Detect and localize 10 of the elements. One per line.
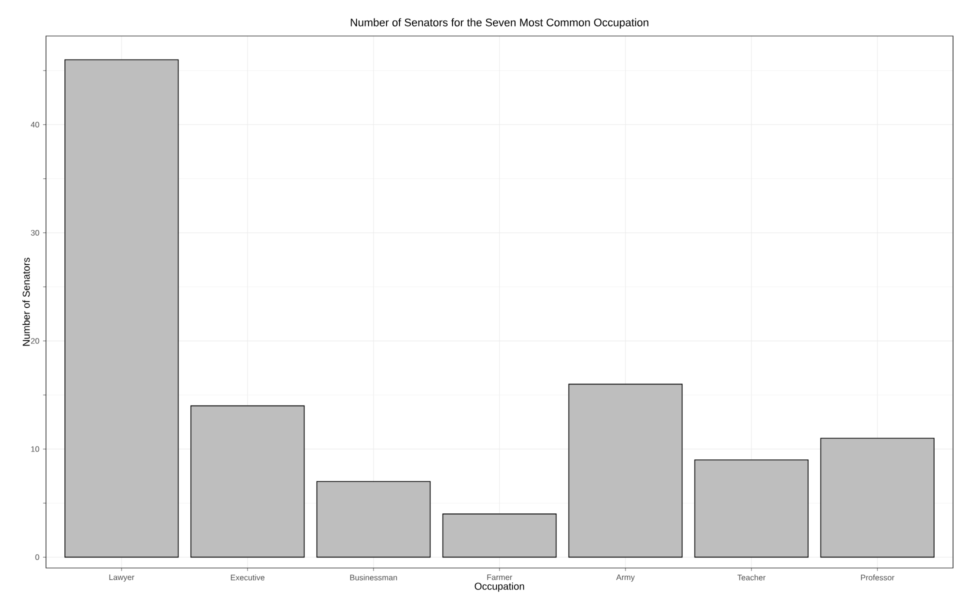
chart-title: Number of Senators for the Seven Most Common Occupation xyxy=(350,18,648,28)
bar xyxy=(316,481,431,558)
bar xyxy=(190,405,305,558)
y-axis-title: Number of Senators xyxy=(22,258,30,346)
bar xyxy=(442,514,557,558)
bar xyxy=(820,438,935,558)
bar xyxy=(64,59,179,558)
bar xyxy=(694,459,809,558)
x-axis-title: Occupation xyxy=(474,582,524,592)
bar xyxy=(568,384,683,558)
